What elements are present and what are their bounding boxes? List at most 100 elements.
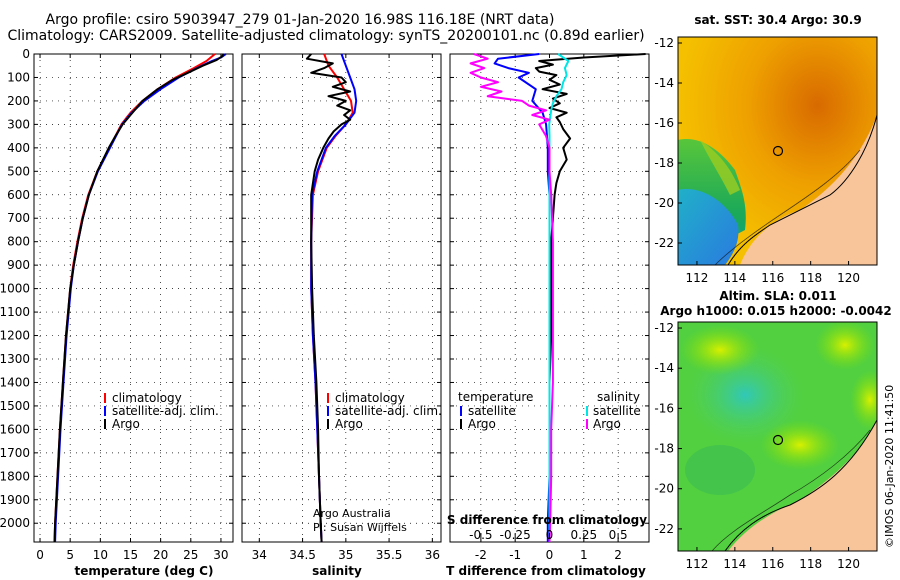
figure-title-line1: Argo profile: csiro 5903947_279 01-Jan-2… xyxy=(46,12,555,28)
x-tick-label: 36 xyxy=(425,548,440,562)
series-line-t-argo xyxy=(534,53,646,542)
legend-title-salinity: salinity xyxy=(597,390,640,404)
depth-tick-label: 100 xyxy=(7,70,30,84)
temperature-xlabel: temperature (deg C) xyxy=(75,564,214,578)
legend-label: satellite-adj. clim. xyxy=(335,404,442,418)
depth-tick-label: 1500 xyxy=(0,399,30,413)
map-y-tick-label: -20 xyxy=(654,196,674,210)
legend-label: climatology xyxy=(112,391,182,405)
sla-map xyxy=(678,322,877,551)
x-tick-label: 15 xyxy=(123,548,138,562)
depth-tick-label: 400 xyxy=(7,141,30,155)
s-tick-label: 0.25 xyxy=(570,528,597,542)
x-tick-label: 34 xyxy=(252,548,267,562)
sst-argo-location-marker xyxy=(772,145,784,157)
legend-label: climatology xyxy=(335,391,405,405)
x-tick-label: 2 xyxy=(614,548,622,562)
map-y-tick-label: -16 xyxy=(654,116,674,130)
difference-top-xlabel: S difference from climatology xyxy=(447,513,647,527)
argo-australia-label: Argo Australia xyxy=(313,507,391,520)
depth-tick-label: 1400 xyxy=(0,375,30,389)
x-tick-label: 35.5 xyxy=(376,548,403,562)
legend-label: Argo xyxy=(112,417,140,431)
x-tick-label: 5 xyxy=(66,548,74,562)
sst-map-title: sat. SST: 30.4 Argo: 30.9 xyxy=(694,13,861,27)
legend-label: Argo xyxy=(468,417,496,431)
salinity-panel: 34 34.5 35 35.5 36 climatologysatellite-adj. … xyxy=(241,53,442,562)
map-x-tick-label: 120 xyxy=(837,271,860,285)
x-tick-label: 0 xyxy=(546,548,554,562)
pi-label: PI: Susan Wijffels xyxy=(313,521,407,534)
depth-tick-label: 200 xyxy=(7,94,30,108)
map-x-tick-label: 120 xyxy=(837,557,860,571)
x-tick-label: -2 xyxy=(475,548,487,562)
x-tick-label: 34.5 xyxy=(289,548,316,562)
depth-tick-label: 1100 xyxy=(0,305,30,319)
x-tick-label: -1 xyxy=(509,548,521,562)
x-tick-label: 1 xyxy=(580,548,588,562)
series-line-argo xyxy=(305,53,352,543)
map-y-tick-label: -12 xyxy=(654,36,674,50)
map-y-tick-label: -12 xyxy=(654,321,674,335)
x-tick-label: 0 xyxy=(36,548,44,562)
map-x-tick-label: 114 xyxy=(723,271,746,285)
map-x-tick-label: 118 xyxy=(799,557,822,571)
depth-tick-label: 2000 xyxy=(0,516,30,530)
map-x-tick-label: 114 xyxy=(723,557,746,571)
map-y-tick-label: -16 xyxy=(654,401,674,415)
map-y-tick-label: -20 xyxy=(654,482,674,496)
s-tick-label: -0.25 xyxy=(500,528,531,542)
map-y-tick-label: -22 xyxy=(654,522,674,536)
difference-xlabel: T difference from climatology xyxy=(446,564,646,578)
legend-label: satellite xyxy=(593,404,641,418)
map-y-tick-label: -14 xyxy=(654,76,674,90)
x-tick-label: 30 xyxy=(213,548,228,562)
depth-tick-label: 1600 xyxy=(0,422,30,436)
depth-tick-label: 1000 xyxy=(0,282,30,296)
map-x-tick-label: 116 xyxy=(761,557,784,571)
map-y-tick-label: -14 xyxy=(654,361,674,375)
sla-argo-location-marker xyxy=(772,434,784,446)
legend-label: Argo xyxy=(335,417,363,431)
depth-axis-labels: 0 100 200 300 400 500 600 700 800 900 1000 1100 1200… xyxy=(0,47,30,530)
map-x-tick-label: 118 xyxy=(799,271,822,285)
sst-map xyxy=(678,37,877,265)
depth-tick-label: 1300 xyxy=(0,352,30,366)
series-line-argo xyxy=(53,53,225,543)
map-x-tick-label: 116 xyxy=(761,271,784,285)
depth-tick-label: 600 xyxy=(7,188,30,202)
s-tick-label: -0.5 xyxy=(469,528,492,542)
series-line-s-argo xyxy=(469,53,554,543)
legend-label: satellite-adj. clim. xyxy=(112,404,219,418)
sla-map-title: Altim. SLA: 0.011 xyxy=(719,289,836,303)
panel-frame xyxy=(241,53,442,543)
depth-tick-label: 900 xyxy=(7,258,30,272)
depth-tick-label: 1800 xyxy=(0,469,30,483)
s-tick-label: 0 xyxy=(546,528,554,542)
salinity-xlabel: salinity xyxy=(312,564,362,578)
depth-tick-label: 800 xyxy=(7,235,30,249)
map-y-tick-label: -18 xyxy=(654,442,674,456)
x-tick-label: 25 xyxy=(183,548,198,562)
map-x-tick-label: 112 xyxy=(685,557,708,571)
panel-frame xyxy=(33,53,234,543)
depth-tick-label: 300 xyxy=(7,117,30,131)
depth-tick-label: 1200 xyxy=(0,329,30,343)
x-tick-label: 20 xyxy=(153,548,168,562)
depth-tick-label: 700 xyxy=(7,211,30,225)
sst-map-axes: 112 114 116 118 120 -12 -14 -16 -18 -20 -22 xyxy=(654,36,860,285)
legend-label: Argo xyxy=(593,417,621,431)
map-y-tick-label: -18 xyxy=(654,156,674,170)
depth-tick-label: 1700 xyxy=(0,446,30,460)
x-tick-label: 10 xyxy=(93,548,108,562)
imos-watermark: ©IMOS 06-Jan-2020 11:41:50 xyxy=(883,385,896,548)
depth-tick-label: 1900 xyxy=(0,493,30,507)
map-x-tick-label: 112 xyxy=(685,271,708,285)
series-line-s-satellite xyxy=(548,53,570,542)
figure-title-line2: Climatology: CARS2009. Satellite-adjuste… xyxy=(7,28,644,44)
map-y-tick-label: -22 xyxy=(654,236,674,250)
s-tick-label: 0.5 xyxy=(609,528,628,542)
legend-title-temperature: temperature xyxy=(458,390,533,404)
